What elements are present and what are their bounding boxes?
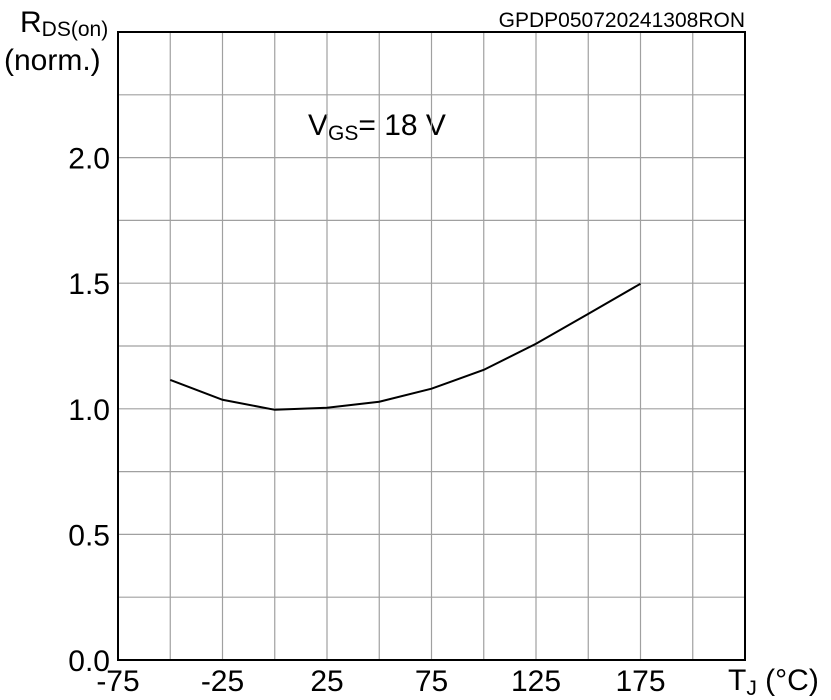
x-tick-label: 125: [511, 665, 561, 698]
chart-title: GPDP050720241308RON: [499, 9, 745, 32]
y-tick-label: 2.0: [68, 143, 110, 176]
annotation-rest: = 18 V: [358, 109, 446, 142]
annotation: VGS= 18 V: [308, 109, 446, 145]
y-tick-label: 1.0: [68, 394, 110, 427]
y-tick-label: 1.5: [68, 268, 110, 301]
data-line: [169, 282, 641, 411]
annotation-main: V: [308, 109, 328, 142]
x-tick-label: -75: [96, 665, 139, 698]
x-tick-label: 175: [615, 665, 665, 698]
x-tick-label: 25: [310, 665, 343, 698]
y-tick-label: 0.5: [68, 519, 110, 552]
y-label-main: R: [20, 6, 42, 39]
x-label-main: T: [728, 664, 746, 697]
x-label-sub: J: [746, 677, 757, 700]
y-axis-label-line2: (norm.): [4, 44, 101, 77]
x-tick-label: -25: [201, 665, 244, 698]
y-axis-label: RDS(on): [20, 6, 108, 41]
y-label-sub: DS(on): [42, 18, 109, 41]
x-label-rest: (°C): [757, 664, 819, 697]
x-axis-label: TJ (°C): [728, 664, 819, 700]
annotation-sub: GS: [328, 122, 358, 145]
x-tick-label: 75: [415, 665, 448, 698]
y-tick-label: 0.0: [68, 645, 110, 678]
